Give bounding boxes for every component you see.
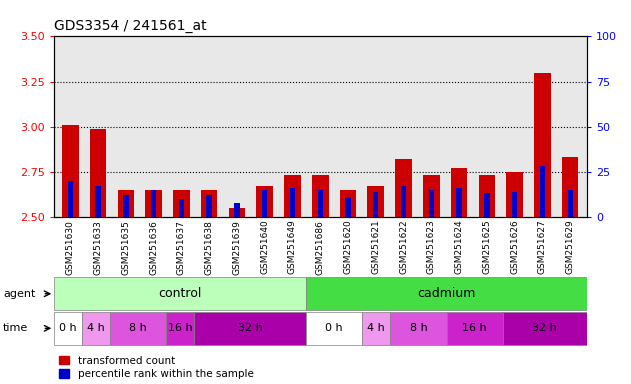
Bar <box>423 175 440 217</box>
Bar <box>506 172 523 217</box>
Text: 8 h: 8 h <box>410 323 427 333</box>
Bar <box>62 125 79 217</box>
Bar <box>391 312 447 345</box>
Text: 32 h: 32 h <box>238 323 262 333</box>
Text: 0 h: 0 h <box>326 323 343 333</box>
Bar <box>339 190 357 217</box>
Bar <box>362 312 391 345</box>
Bar <box>345 197 351 217</box>
Bar <box>478 175 495 217</box>
Bar <box>395 159 412 217</box>
Bar <box>90 129 107 217</box>
Bar <box>484 194 490 217</box>
Bar <box>540 166 545 217</box>
Bar <box>117 190 134 217</box>
Bar <box>201 190 218 217</box>
Bar <box>512 192 517 217</box>
Text: time: time <box>3 323 28 333</box>
Bar <box>373 192 379 217</box>
Text: 0 h: 0 h <box>59 323 76 333</box>
Bar <box>367 186 384 217</box>
Bar <box>166 312 194 345</box>
Bar <box>447 312 503 345</box>
Bar <box>312 175 329 217</box>
Bar <box>567 190 573 217</box>
Bar <box>456 188 462 217</box>
Bar <box>562 157 579 217</box>
Bar <box>317 190 323 217</box>
Bar <box>54 312 81 345</box>
Bar <box>173 190 190 217</box>
Bar <box>95 186 101 217</box>
Bar <box>81 312 110 345</box>
Bar <box>179 199 184 217</box>
Bar <box>206 195 212 217</box>
Bar <box>228 208 245 217</box>
Bar <box>234 202 240 217</box>
Bar <box>306 312 362 345</box>
Legend: transformed count, percentile rank within the sample: transformed count, percentile rank withi… <box>59 356 254 379</box>
Text: 4 h: 4 h <box>87 323 105 333</box>
Text: 16 h: 16 h <box>168 323 192 333</box>
Text: 32 h: 32 h <box>533 323 557 333</box>
Bar <box>68 181 73 217</box>
Bar <box>290 188 295 217</box>
Bar <box>262 190 268 217</box>
Bar <box>123 195 129 217</box>
Bar <box>428 190 434 217</box>
Text: agent: agent <box>3 289 35 299</box>
Bar <box>194 312 306 345</box>
Bar <box>503 312 587 345</box>
Text: GDS3354 / 241561_at: GDS3354 / 241561_at <box>54 19 206 33</box>
Text: 16 h: 16 h <box>463 323 487 333</box>
Bar <box>145 190 162 217</box>
Bar <box>451 168 468 217</box>
Bar <box>401 186 406 217</box>
Bar <box>256 186 273 217</box>
Bar <box>54 277 306 310</box>
Bar <box>151 190 156 217</box>
Bar <box>534 73 551 217</box>
Text: control: control <box>158 287 202 300</box>
Bar <box>284 175 301 217</box>
Text: cadmium: cadmium <box>417 287 476 300</box>
Bar <box>110 312 166 345</box>
Bar <box>306 277 587 310</box>
Text: 4 h: 4 h <box>367 323 386 333</box>
Text: 8 h: 8 h <box>129 323 146 333</box>
